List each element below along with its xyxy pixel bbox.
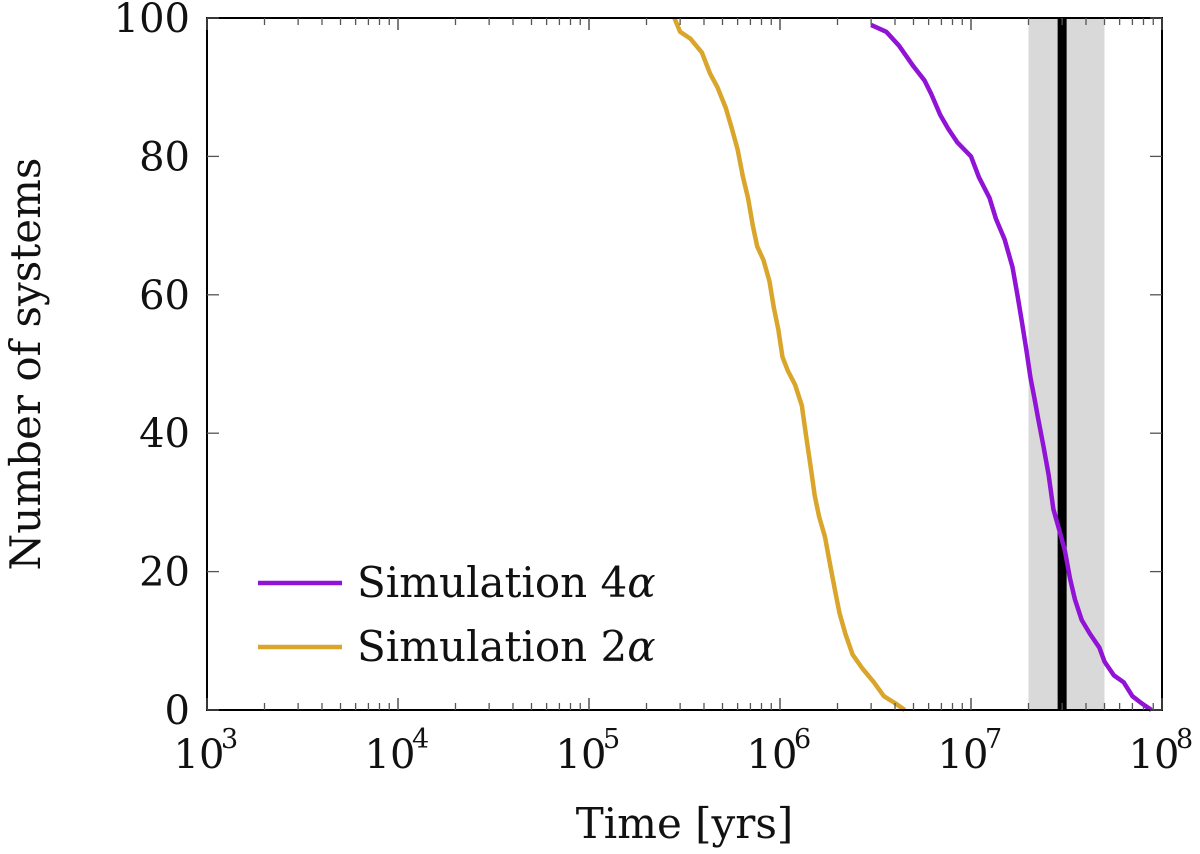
legend: Simulation 4α Simulation 2α (258, 558, 656, 671)
legend-label: Simulation 2α (357, 622, 656, 671)
y-tick-label: 20 (139, 550, 190, 596)
y-tick-labels: 0 20 40 60 80 100 (114, 0, 190, 734)
y-axis-label: Number of systems (1, 158, 50, 571)
x-tick-label-exponent: 7 (985, 724, 1002, 755)
x-tick-label-exponent: 3 (221, 724, 238, 755)
x-tick-label-exponent: 5 (603, 724, 620, 755)
y-tick-label: 0 (165, 688, 190, 734)
y-tick-label: 40 (139, 411, 190, 457)
x-tick-label: 10 (365, 732, 416, 778)
series-line-sim-4alpha (870, 22, 1153, 712)
y-tick-label: 60 (139, 273, 190, 319)
x-tick-label-exponent: 4 (412, 724, 429, 755)
x-tick-label: 10 (1129, 732, 1180, 778)
x-tick-label: 10 (747, 732, 798, 778)
x-tick-label-exponent: 6 (794, 724, 811, 755)
series-line-sim-2alpha (672, 17, 907, 712)
series-lines (672, 17, 1153, 712)
x-tick-label: 10 (556, 732, 607, 778)
legend-label: Simulation 4α (357, 558, 656, 607)
y-tick-label: 80 (139, 134, 190, 180)
x-tick-labels: 103 104 105 106 107 108 (174, 724, 1194, 778)
tick-marks (206, 17, 1163, 711)
x-tick-label-exponent: 8 (1176, 724, 1193, 755)
x-axis-label: Time [yrs] (576, 799, 794, 848)
x-tick-label: 10 (938, 732, 989, 778)
plot-frame (206, 17, 1163, 711)
y-tick-label: 100 (114, 0, 190, 42)
x-tick-label: 10 (174, 732, 225, 778)
